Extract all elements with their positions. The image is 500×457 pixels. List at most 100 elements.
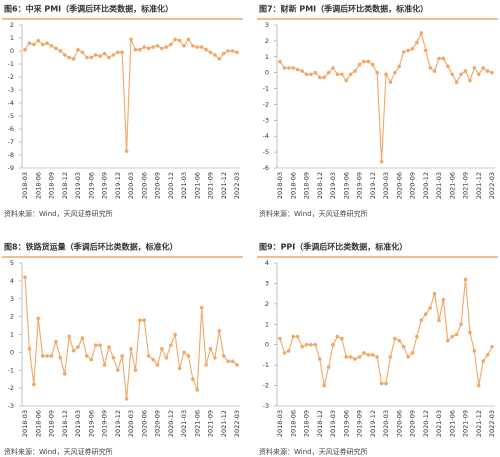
data-point xyxy=(182,44,186,48)
data-point xyxy=(335,334,340,339)
data-point xyxy=(67,55,71,60)
x-tick-label: 2019-09 xyxy=(101,410,109,437)
data-point xyxy=(331,66,335,70)
data-point xyxy=(490,344,494,349)
x-tick-label: 2020-06 xyxy=(395,410,403,437)
y-tick-label: -2 xyxy=(263,100,269,108)
x-tick-label: 2019-03 xyxy=(329,172,337,199)
series-line xyxy=(279,279,493,386)
data-point xyxy=(437,318,441,323)
data-point xyxy=(98,54,102,58)
y-tick-label: -4 xyxy=(8,99,14,107)
data-point xyxy=(454,80,459,84)
x-tick-label: 2020-06 xyxy=(395,172,403,199)
data-point xyxy=(115,50,120,55)
x-tick-label: 2020-09 xyxy=(409,410,417,437)
x-tick-label: 2020-09 xyxy=(154,172,162,199)
data-point xyxy=(485,353,490,357)
source-note: 资料来源：Wind，天风证券研究所 xyxy=(259,447,368,456)
data-point xyxy=(32,42,36,47)
x-tick-label: 2019-12 xyxy=(369,410,377,437)
data-point xyxy=(340,72,344,77)
data-point xyxy=(36,316,41,321)
data-point xyxy=(102,51,107,56)
x-tick-label: 2021-12 xyxy=(220,172,228,199)
data-point xyxy=(304,72,309,77)
x-tick-label: 2022-03 xyxy=(233,410,241,437)
data-point xyxy=(459,72,463,77)
y-tick-label: 4 xyxy=(10,277,14,285)
data-point xyxy=(40,42,45,47)
data-point xyxy=(428,306,432,310)
data-point xyxy=(208,347,213,351)
data-point xyxy=(384,381,388,386)
data-point xyxy=(375,70,379,75)
data-point xyxy=(191,377,195,381)
data-point xyxy=(490,70,494,75)
data-point xyxy=(362,351,366,355)
data-point xyxy=(67,334,71,339)
data-point xyxy=(393,70,397,75)
x-tick-label: 2018-03 xyxy=(276,410,284,437)
x-tick-label: 2019-09 xyxy=(356,410,364,437)
data-point xyxy=(102,363,107,367)
data-point xyxy=(160,46,164,51)
y-tick-label: -3 xyxy=(263,116,269,124)
data-point xyxy=(428,66,432,70)
data-point xyxy=(195,45,200,49)
data-point xyxy=(186,354,191,358)
data-point xyxy=(93,53,98,57)
y-tick-label: -6 xyxy=(8,125,14,133)
data-point xyxy=(129,347,133,351)
data-point xyxy=(362,59,366,64)
data-point xyxy=(401,50,406,54)
data-point xyxy=(344,78,349,83)
data-point xyxy=(415,40,419,45)
data-point xyxy=(195,388,200,392)
data-point xyxy=(322,383,326,388)
data-point xyxy=(432,69,437,73)
data-point xyxy=(58,355,63,360)
x-tick-label: 2021-03 xyxy=(435,410,443,437)
data-point xyxy=(204,363,208,367)
y-tick-label: -2 xyxy=(8,73,14,81)
data-point xyxy=(173,332,177,337)
chart-title: 图7：财新 PMI（季调后环比类数据，标准化） xyxy=(259,4,428,14)
data-point xyxy=(71,348,76,353)
data-point xyxy=(446,64,450,69)
data-point xyxy=(397,338,402,343)
data-point xyxy=(335,72,340,77)
data-point xyxy=(353,69,357,73)
data-point xyxy=(406,355,410,359)
chart-title: 图6：中采 PMI（季调后环比类数据，标准化） xyxy=(4,4,173,14)
x-tick-label: 2021-12 xyxy=(475,172,483,199)
x-tick-label: 2020-12 xyxy=(167,410,175,437)
x-tick-label: 2021-03 xyxy=(180,172,188,199)
data-point xyxy=(226,359,230,364)
data-point xyxy=(393,336,397,341)
y-tick-label: -2 xyxy=(8,384,14,392)
data-point xyxy=(348,72,353,77)
data-point xyxy=(120,50,124,55)
data-point xyxy=(23,275,27,280)
data-point xyxy=(415,334,419,339)
x-tick-label: 2018-06 xyxy=(34,172,42,199)
x-tick-label: 2018-06 xyxy=(34,410,42,437)
data-point xyxy=(300,344,304,349)
x-tick-label: 2018-09 xyxy=(48,172,56,199)
x-tick-label: 2018-09 xyxy=(303,410,311,437)
x-tick-label: 2020-03 xyxy=(127,172,135,199)
x-tick-label: 2021-06 xyxy=(448,410,456,437)
y-tick-label: 2 xyxy=(265,300,269,308)
data-point xyxy=(71,57,76,61)
series-line xyxy=(279,31,493,162)
x-tick-label: 2019-09 xyxy=(356,172,364,199)
data-point xyxy=(133,368,138,373)
data-point xyxy=(419,31,424,35)
x-tick-label: 2019-06 xyxy=(87,172,95,199)
chart-title: 图8：铁路货运量（季调后环比类数据，标准化） xyxy=(4,242,178,252)
y-tick-label: 3 xyxy=(265,279,269,287)
data-point xyxy=(291,334,296,339)
data-point xyxy=(23,47,27,52)
